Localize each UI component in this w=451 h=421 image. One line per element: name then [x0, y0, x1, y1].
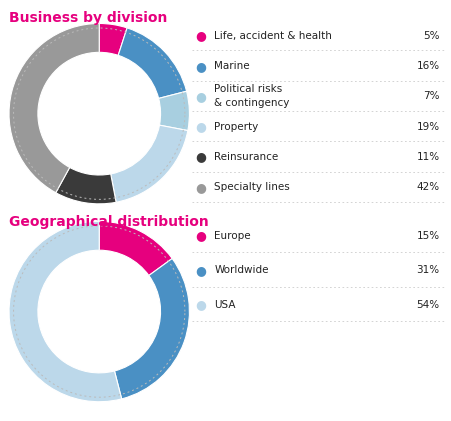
Text: Business by division: Business by division	[9, 11, 167, 24]
Text: ●: ●	[195, 229, 206, 242]
Text: ●: ●	[195, 60, 206, 72]
Wedge shape	[115, 258, 189, 399]
Text: 42%: 42%	[417, 182, 440, 192]
Text: 31%: 31%	[417, 265, 440, 275]
Text: USA: USA	[214, 300, 236, 310]
Text: 15%: 15%	[417, 231, 440, 241]
Text: Marine: Marine	[214, 61, 250, 71]
Text: 54%: 54%	[417, 300, 440, 310]
Text: Reinsurance: Reinsurance	[214, 152, 278, 162]
Wedge shape	[99, 221, 172, 275]
Text: Specialty lines: Specialty lines	[214, 182, 290, 192]
Text: ●: ●	[195, 120, 206, 133]
Text: 7%: 7%	[423, 91, 440, 101]
Text: Europe: Europe	[214, 231, 251, 241]
Text: 16%: 16%	[417, 61, 440, 71]
Text: Worldwide: Worldwide	[214, 265, 269, 275]
Text: ●: ●	[195, 29, 206, 42]
Text: ●: ●	[195, 264, 206, 277]
Text: ●: ●	[195, 90, 206, 103]
Text: 19%: 19%	[417, 122, 440, 132]
Text: 11%: 11%	[417, 152, 440, 162]
Wedge shape	[99, 24, 127, 55]
Text: Political risks: Political risks	[214, 84, 282, 94]
Text: Life, accident & health: Life, accident & health	[214, 31, 332, 41]
Wedge shape	[159, 91, 189, 131]
Wedge shape	[56, 168, 116, 204]
Text: 5%: 5%	[423, 31, 440, 41]
Text: Geographical distribution: Geographical distribution	[9, 215, 209, 229]
Wedge shape	[9, 24, 99, 193]
Text: ●: ●	[195, 151, 206, 163]
Wedge shape	[9, 221, 122, 402]
Text: ●: ●	[195, 298, 206, 311]
Text: Property: Property	[214, 122, 258, 132]
Wedge shape	[118, 28, 187, 99]
Text: & contingency: & contingency	[214, 98, 290, 108]
Text: ●: ●	[195, 181, 206, 194]
Wedge shape	[110, 125, 188, 202]
